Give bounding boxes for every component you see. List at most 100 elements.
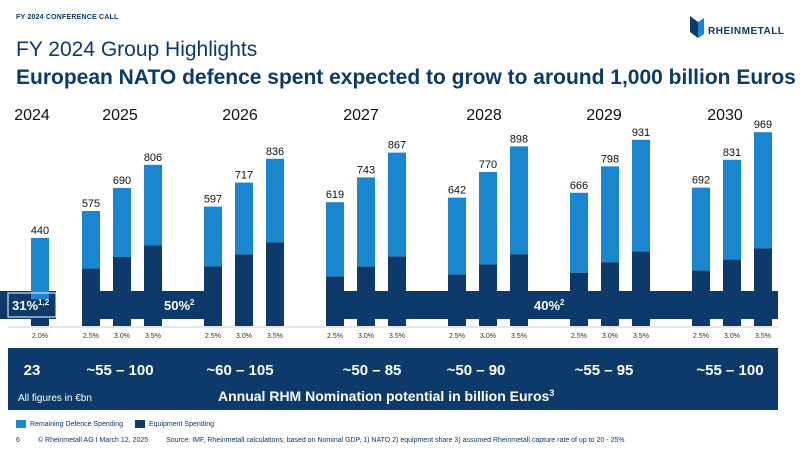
value-label-2027-2: 743: [357, 164, 375, 176]
bar-remaining-2027-2: [357, 177, 375, 267]
page-title: FY 2024 Group Highlights: [16, 38, 258, 61]
year-label-2024: 2024: [14, 107, 50, 124]
nomination-value-2029: ~55 – 95: [575, 362, 634, 379]
rate-label-2026-1: 2.5%: [205, 333, 221, 340]
bar-equipment-2029-3: [632, 251, 650, 326]
bar-equipment-2027-3: [388, 256, 406, 326]
rate-label-2029-1: 2.5%: [571, 333, 587, 340]
value-label-2026-1: 597: [204, 194, 222, 206]
rate-label-2030-1: 2.5%: [693, 333, 709, 340]
rate-label-2025-2: 3.0%: [114, 333, 130, 340]
value-label-2028-2: 770: [479, 159, 497, 171]
bar-remaining-2027-1: [326, 202, 344, 277]
bar-equipment-2028-2: [479, 264, 497, 326]
year-label-2026: 2026: [222, 107, 258, 124]
nomination-value-2026: ~60 – 105: [206, 362, 273, 379]
year-label-2025: 2025: [102, 107, 138, 124]
source-note: Source: IMF, Rheinmetall calculations; b…: [166, 437, 625, 444]
bar-remaining-2028-2: [479, 172, 497, 265]
rate-label-2025-3: 3.5%: [145, 333, 161, 340]
bar-remaining-2029-2: [601, 166, 619, 263]
nomination-value-2028: ~50 – 90: [447, 362, 506, 379]
bar-equipment-2024-1: [31, 299, 49, 326]
rate-label-2028-2: 3.0%: [480, 333, 496, 340]
rate-label-2030-2: 3.0%: [724, 333, 740, 340]
bar-equipment-2030-3: [754, 248, 772, 326]
bar-equipment-2028-3: [510, 254, 528, 326]
bar-remaining-2026-1: [204, 206, 222, 267]
rate-label-2026-3: 3.5%: [267, 333, 283, 340]
nomination-band: [8, 348, 778, 410]
rheinmetall-logo: RHEINMETALL: [690, 16, 784, 38]
bar-remaining-2028-3: [510, 146, 528, 255]
rate-label-2027-1: 2.5%: [327, 333, 343, 340]
value-label-2025-3: 806: [144, 152, 162, 164]
equipment-share-label-2: 50%2: [164, 298, 195, 313]
value-label-2027-1: 619: [326, 189, 344, 201]
year-label-2027: 2027: [343, 107, 379, 124]
bar-remaining-2030-3: [754, 132, 772, 249]
bar-remaining-2029-3: [632, 139, 650, 252]
year-label-2029: 2029: [586, 107, 622, 124]
rate-label-2028-1: 2.5%: [449, 333, 465, 340]
nomination-value-2025: ~55 – 100: [86, 362, 153, 379]
rate-label-2030-3: 3.5%: [755, 333, 771, 340]
rheinmetall-logo-icon: [690, 16, 704, 38]
value-label-2030-2: 831: [723, 147, 741, 159]
bar-equipment-2029-2: [601, 262, 619, 326]
logo-text: RHEINMETALL: [708, 25, 785, 37]
defence-spending-chart: 2024 2025 2026 2027 2028 2029 2030 440 2.0% 575 2.…: [0, 107, 778, 410]
page-number: 6: [16, 437, 20, 444]
value-label-2029-3: 931: [632, 127, 650, 139]
value-label-2027-3: 867: [388, 140, 406, 152]
legend-item-equipment: Equipment Spending: [135, 420, 214, 428]
bar-remaining-2026-2: [235, 182, 253, 255]
bar-remaining-2028-1: [448, 197, 466, 275]
conference-call-label: FY 2024 CONFERENCE CALL: [16, 14, 119, 21]
bar-remaining-2025-2: [113, 188, 131, 257]
units-note: All figures in €bn: [18, 393, 92, 404]
bar-equipment-2027-1: [326, 276, 344, 326]
rate-label-2027-2: 3.0%: [358, 333, 374, 340]
value-label-2029-2: 798: [601, 153, 619, 165]
legend-swatch-remaining: [16, 420, 26, 428]
footer: 6 © Rheinmetall AG I March 12, 2025 Sour…: [16, 437, 642, 444]
bar-equipment-2026-3: [266, 242, 284, 326]
bar-equipment-2027-2: [357, 266, 375, 326]
nomination-value-2027: ~50 – 85: [343, 362, 402, 379]
value-label-2025-2: 690: [113, 175, 131, 187]
bar-equipment-2025-3: [144, 245, 162, 326]
legend-swatch-equipment: [135, 420, 146, 428]
legend-item-remaining: Remaining Defence Spending: [16, 420, 123, 428]
bar-equipment-2026-2: [235, 254, 253, 326]
year-label-2028: 2028: [466, 107, 502, 124]
value-label-2029-1: 666: [570, 180, 588, 192]
value-label-2026-3: 836: [266, 146, 284, 158]
bar-remaining-2024-1: [31, 238, 49, 299]
nomination-title: Annual RHM Nomination potential in billi…: [218, 388, 554, 404]
legend-label-remaining: Remaining Defence Spending: [30, 420, 124, 428]
rate-label-2028-3: 3.5%: [511, 333, 527, 340]
bar-equipment-2028-1: [448, 274, 466, 326]
bar-equipment-2029-1: [570, 272, 588, 326]
bar-equipment-2026-1: [204, 266, 222, 326]
bar-remaining-2027-3: [388, 152, 406, 257]
nomination-value-2024: 23: [24, 362, 41, 379]
bar-remaining-2026-3: [266, 158, 284, 243]
rate-label-2029-3: 3.5%: [633, 333, 649, 340]
bar-equipment-2030-1: [692, 270, 710, 326]
bar-equipment-2025-2: [113, 257, 131, 326]
copyright: © Rheinmetall AG I March 12, 2025: [37, 437, 149, 444]
bar-remaining-2030-2: [723, 159, 741, 260]
value-label-2024-1: 440: [31, 225, 49, 237]
value-label-2028-1: 642: [448, 185, 466, 197]
equipment-share-label-1: 31%1,2: [12, 298, 50, 313]
bar-remaining-2029-1: [570, 192, 588, 273]
chart-legend: Remaining Defence Spending Equipment Spe…: [16, 420, 226, 428]
share-box-2024: [7, 292, 57, 318]
bar-remaining-2025-1: [82, 211, 100, 269]
bar-equipment-2025-1: [82, 268, 100, 326]
page-subtitle: European NATO defence spent expected to …: [16, 66, 796, 89]
bar-remaining-2030-1: [692, 187, 710, 271]
legend-label-equipment: Equipment Spending: [149, 420, 215, 428]
